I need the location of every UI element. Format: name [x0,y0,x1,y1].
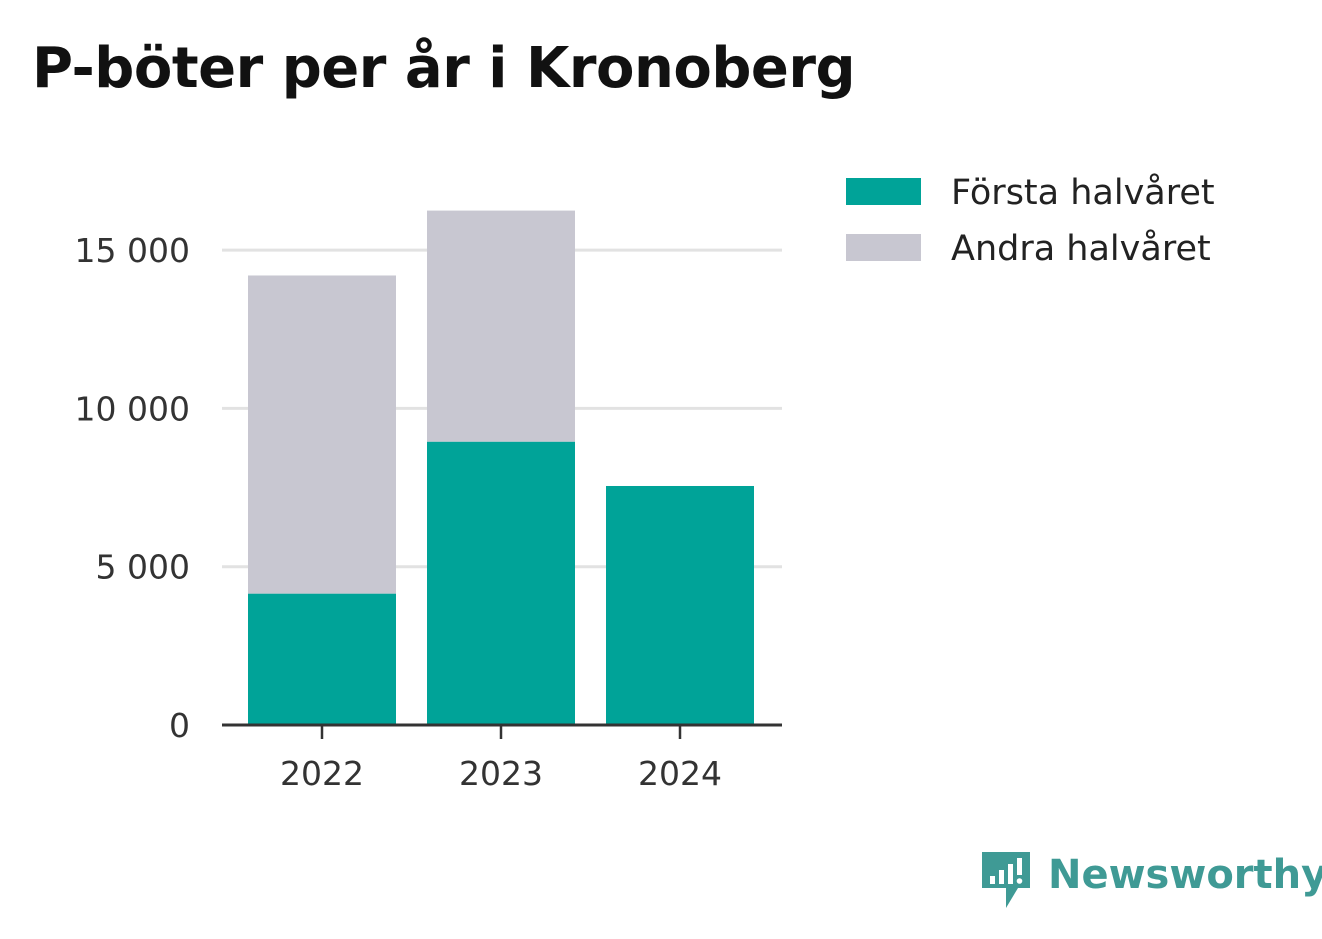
newsworthy-logo-icon [982,852,1030,908]
bar-2022-second-half [248,275,396,594]
y-tick-label: 5 000 [96,548,190,587]
bar-2023-first-half [427,441,575,725]
legend-label-first-half: Första halvåret [951,172,1215,213]
brand-logo: Newsworthy [982,852,1322,908]
bars [248,210,754,725]
y-tick-label: 10 000 [75,389,190,428]
legend: Första halvåret Andra halvåret [846,172,1215,269]
legend-swatch-second-half [846,234,921,261]
axes: 0 5 000 10 000 15 000 2022 2023 2024 [75,231,782,793]
legend-label-second-half: Andra halvåret [951,228,1211,269]
bar-2024-first-half [606,485,754,725]
legend-swatch-first-half [846,178,921,205]
y-tick-label: 0 [169,706,190,745]
y-tick-label: 15 000 [75,231,190,270]
x-tick-label: 2023 [459,754,543,793]
x-tick-label: 2022 [280,754,364,793]
brand-name: Newsworthy [1048,852,1322,898]
x-tick-label: 2024 [638,754,722,793]
bar-2023-second-half [427,210,575,442]
chart-title: P-böter per år i Kronoberg [32,36,856,101]
bar-2022-first-half [248,593,396,725]
